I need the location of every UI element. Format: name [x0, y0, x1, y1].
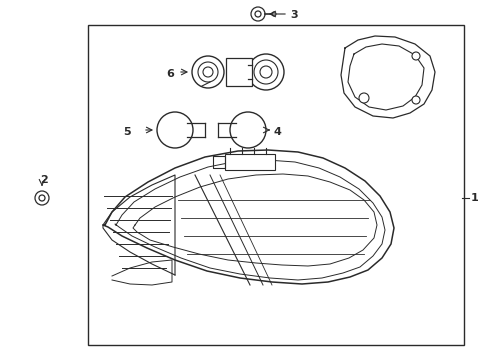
Text: 6: 6	[165, 69, 174, 79]
Circle shape	[411, 96, 419, 104]
Circle shape	[253, 60, 278, 84]
Bar	[88, 25, 463, 345]
Circle shape	[411, 52, 419, 60]
Bar	[225, 58, 251, 86]
Circle shape	[192, 56, 224, 88]
Circle shape	[157, 112, 193, 148]
Circle shape	[254, 11, 261, 17]
Text: 1: 1	[470, 193, 478, 203]
Circle shape	[203, 67, 213, 77]
Circle shape	[358, 93, 368, 103]
Circle shape	[35, 191, 49, 205]
Circle shape	[229, 112, 265, 148]
Circle shape	[271, 12, 275, 16]
Text: 4: 4	[273, 127, 281, 137]
Circle shape	[39, 195, 45, 201]
Text: 5: 5	[123, 127, 130, 137]
Bar	[224, 154, 274, 170]
Circle shape	[198, 62, 218, 82]
Circle shape	[260, 66, 271, 78]
Text: 3: 3	[289, 10, 297, 20]
Circle shape	[250, 7, 264, 21]
Text: 2: 2	[40, 175, 48, 185]
Circle shape	[247, 54, 284, 90]
